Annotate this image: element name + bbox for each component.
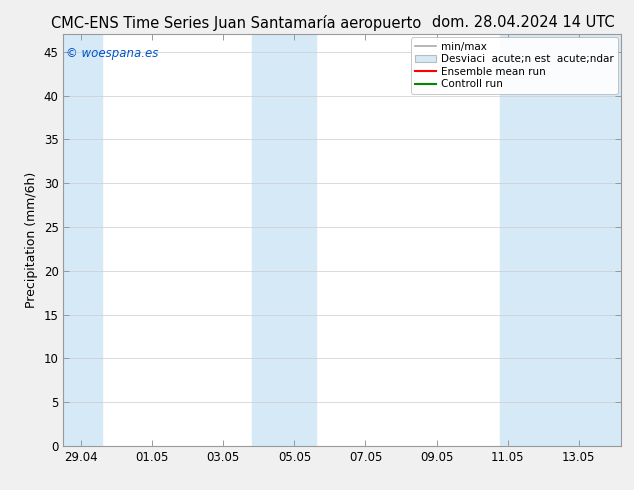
Text: © woespana.es: © woespana.es [66, 47, 158, 60]
Text: dom. 28.04.2024 14 UTC: dom. 28.04.2024 14 UTC [432, 15, 615, 30]
Bar [500, 34, 621, 446]
Bar [252, 34, 316, 446]
Text: CMC-ENS Time Series Juan Santamaría aeropuerto: CMC-ENS Time Series Juan Santamaría aero… [51, 15, 421, 31]
Legend: min/max, Desviaci  acute;n est  acute;ndar, Ensemble mean run, Controll run: min/max, Desviaci acute;n est acute;ndar… [411, 37, 618, 94]
Bar [63, 34, 103, 446]
Y-axis label: Precipitation (mm/6h): Precipitation (mm/6h) [25, 172, 38, 308]
